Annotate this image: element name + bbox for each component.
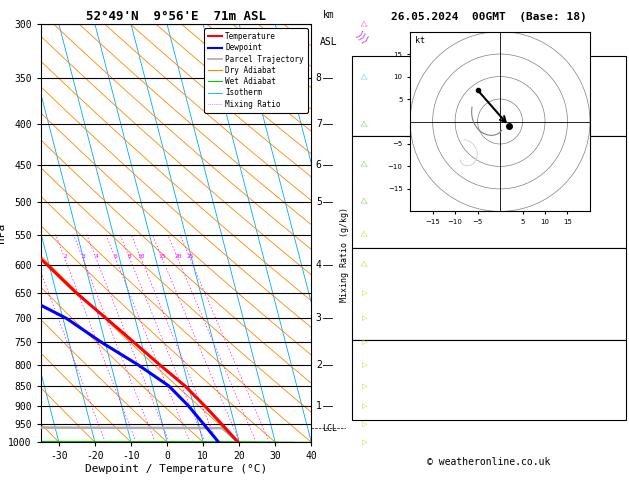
Text: © weatheronline.co.uk: © weatheronline.co.uk: [427, 456, 551, 467]
Text: 7: 7: [316, 119, 322, 129]
Text: ▷: ▷: [362, 315, 367, 321]
Text: 321: 321: [601, 187, 618, 196]
Text: 20: 20: [174, 254, 182, 259]
Text: 925: 925: [601, 312, 618, 321]
Text: LCL: LCL: [322, 424, 337, 433]
Text: ASL: ASL: [320, 37, 338, 47]
Text: 2.3: 2.3: [601, 120, 618, 129]
Text: 5: 5: [316, 197, 322, 207]
Text: 6: 6: [114, 254, 118, 259]
Text: Lifted Index: Lifted Index: [360, 203, 429, 212]
Text: ▷: ▷: [360, 159, 370, 171]
Text: ▷: ▷: [360, 229, 370, 240]
Text: ▷: ▷: [362, 439, 367, 445]
Text: ▷: ▷: [362, 339, 367, 346]
Text: CAPE (J): CAPE (J): [360, 219, 406, 228]
Text: 15: 15: [159, 254, 166, 259]
Text: 14.3: 14.3: [595, 171, 618, 179]
Text: Hodograph: Hodograph: [462, 344, 516, 354]
Text: CIN (J): CIN (J): [360, 328, 401, 337]
Text: 49: 49: [606, 94, 618, 103]
Text: 10: 10: [606, 408, 618, 417]
Text: 25: 25: [187, 254, 194, 259]
Text: 2: 2: [63, 254, 67, 259]
X-axis label: Dewpoint / Temperature (°C): Dewpoint / Temperature (°C): [85, 464, 267, 474]
Text: CIN (J): CIN (J): [360, 235, 401, 244]
Text: ▷: ▷: [360, 260, 370, 270]
Bar: [352, 248, 626, 340]
Text: Surface: Surface: [469, 140, 509, 150]
Text: ▷: ▷: [360, 72, 370, 83]
Text: 10: 10: [138, 254, 145, 259]
Y-axis label: hPa: hPa: [0, 223, 6, 243]
Text: km: km: [323, 10, 335, 20]
Text: -4: -4: [606, 359, 618, 367]
Text: 0: 0: [612, 235, 618, 244]
Text: 26.05.2024  00GMT  (Base: 18): 26.05.2024 00GMT (Base: 18): [391, 12, 587, 22]
Bar: [352, 136, 626, 248]
Text: 1: 1: [316, 400, 322, 411]
Text: 24: 24: [606, 68, 618, 77]
Text: 3: 3: [316, 313, 322, 324]
Text: ▷: ▷: [360, 119, 370, 130]
Text: ▷: ▷: [362, 421, 367, 428]
Text: ▷: ▷: [362, 383, 367, 389]
Text: EH: EH: [360, 359, 372, 367]
Text: 19.7: 19.7: [595, 154, 618, 163]
Text: 321: 321: [601, 281, 618, 290]
Text: Mixing Ratio (g/kg): Mixing Ratio (g/kg): [340, 207, 348, 302]
Text: -2: -2: [606, 203, 618, 212]
Legend: Temperature, Dewpoint, Parcel Trajectory, Dry Adiabat, Wet Adiabat, Isotherm, Mi: Temperature, Dewpoint, Parcel Trajectory…: [204, 28, 308, 112]
Text: θₑ (K): θₑ (K): [360, 281, 395, 290]
Text: 925: 925: [601, 219, 618, 228]
Text: CAPE (J): CAPE (J): [360, 312, 406, 321]
Text: Lifted Index: Lifted Index: [360, 297, 429, 306]
Text: 0: 0: [612, 328, 618, 337]
Text: PW (cm): PW (cm): [360, 120, 401, 129]
Text: 3: 3: [81, 254, 85, 259]
Text: θₑ(K): θₑ(K): [360, 187, 389, 196]
Text: StmDir: StmDir: [360, 391, 395, 400]
Text: Temp (°C): Temp (°C): [360, 154, 412, 163]
Text: Most Unstable: Most Unstable: [451, 252, 527, 262]
Text: 2: 2: [316, 360, 322, 370]
Text: -2: -2: [606, 297, 618, 306]
Text: ▷: ▷: [360, 19, 370, 30]
Text: 8: 8: [316, 73, 322, 83]
Text: 1008: 1008: [595, 266, 618, 275]
Text: ▷: ▷: [360, 196, 370, 207]
Title: 52°49'N  9°56'E  71m ASL: 52°49'N 9°56'E 71m ASL: [86, 10, 266, 23]
Text: ▷: ▷: [362, 362, 367, 368]
Text: ▷: ▷: [362, 403, 367, 409]
Text: 6: 6: [316, 160, 322, 170]
Text: SREH: SREH: [360, 375, 383, 384]
Text: 186°: 186°: [595, 391, 618, 400]
Text: 4: 4: [316, 260, 322, 270]
Text: ▷: ▷: [362, 290, 367, 295]
Bar: [352, 56, 626, 136]
Text: 4: 4: [94, 254, 98, 259]
Text: 8: 8: [128, 254, 132, 259]
Text: Totals Totals: Totals Totals: [360, 94, 435, 103]
Bar: [352, 340, 626, 420]
Text: Dewp (°C): Dewp (°C): [360, 171, 412, 179]
Text: kt: kt: [415, 36, 425, 45]
Text: ⟩⟩⟩: ⟩⟩⟩: [353, 29, 370, 45]
Text: Pressure (mb): Pressure (mb): [360, 266, 435, 275]
Text: K: K: [360, 68, 366, 77]
Text: 4: 4: [612, 375, 618, 384]
Text: StmSpd (kt): StmSpd (kt): [360, 408, 423, 417]
